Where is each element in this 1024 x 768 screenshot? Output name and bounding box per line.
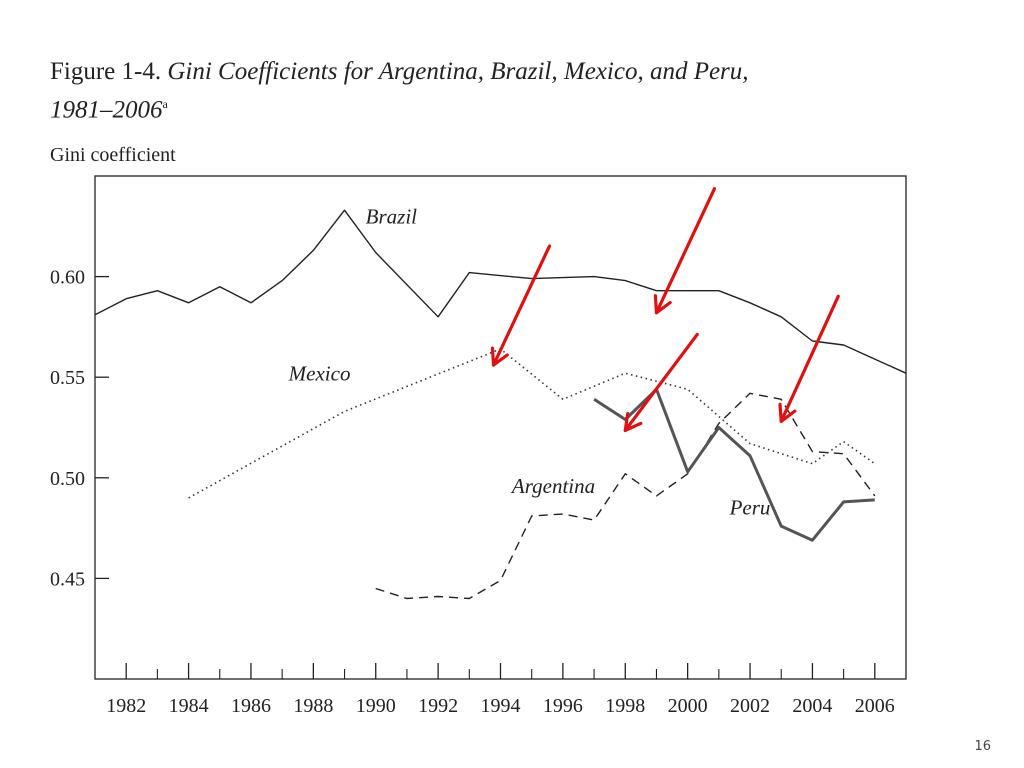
- figure-title: Figure 1-4. Gini Coefficients for Argent…: [50, 56, 810, 126]
- x-tick-label-1982: 1982: [106, 695, 146, 717]
- series-line-peru: [593, 387, 875, 542]
- x-tick-label-2004: 2004: [792, 695, 832, 717]
- x-tick-label-1984: 1984: [169, 695, 209, 717]
- y-tick-label-0-55: 0.55: [50, 367, 85, 389]
- x-tick-label-2002: 2002: [730, 695, 770, 717]
- x-tick-label-2000: 2000: [668, 695, 708, 717]
- slide-number: 16: [974, 739, 991, 754]
- x-tick-label-1992: 1992: [418, 695, 458, 717]
- x-tick-label-2006: 2006: [855, 695, 895, 717]
- figure-title-main: Gini Coefficients for Argentina, Brazil,…: [167, 58, 749, 85]
- footnote-mark: a: [162, 97, 168, 111]
- x-tick-label-1994: 1994: [481, 695, 521, 717]
- series-label-peru: Peru: [729, 495, 771, 519]
- y-tick-label-0-60: 0.60: [50, 267, 85, 289]
- y-axis-title: Gini coefficient: [50, 144, 176, 166]
- series-line-argentina: [375, 392, 876, 600]
- annotation-arrow-argentina: [778, 294, 840, 423]
- x-tick-label-1986: 1986: [231, 695, 271, 717]
- x-tick-label-1988: 1988: [293, 695, 333, 717]
- series-line-brazil: [95, 209, 906, 374]
- x-tick-label-1996: 1996: [543, 695, 583, 717]
- figure-label: Figure 1-4.: [50, 58, 162, 85]
- x-tick-label-1998: 1998: [605, 695, 645, 717]
- figure-title-years: 1981–2006: [50, 96, 163, 124]
- series-label-brazil: Brazil: [366, 204, 418, 228]
- y-tick-label-0-45: 0.45: [50, 568, 85, 590]
- series-label-argentina: Argentina: [510, 474, 595, 498]
- series-line-mexico: [188, 348, 876, 499]
- annotation-arrow-brazil: [653, 187, 717, 315]
- annotation-arrow-mexico: [490, 244, 552, 367]
- plot-frame: [94, 175, 907, 680]
- annotation-arrow-peru: [623, 332, 699, 433]
- y-tick-label-0-50: 0.50: [50, 468, 85, 490]
- series-label-mexico: Mexico: [288, 361, 351, 385]
- x-tick-label-1990: 1990: [356, 695, 396, 717]
